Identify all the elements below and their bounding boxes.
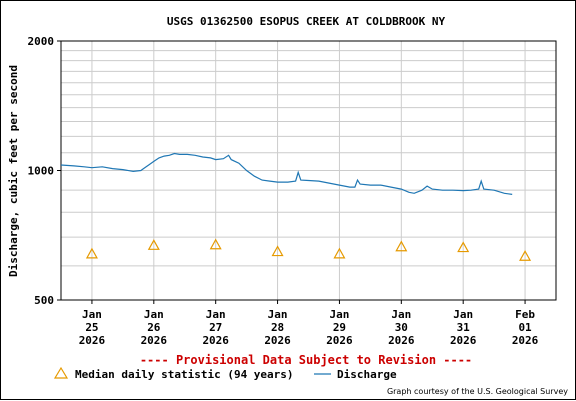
x-tick-label: 2026 <box>202 334 229 347</box>
median-point <box>519 249 532 261</box>
x-tick-label: 2026 <box>388 334 415 347</box>
median-point <box>271 245 284 257</box>
x-tick-label: 26 <box>147 321 161 334</box>
x-tick-label: Jan <box>268 308 288 321</box>
legend: Median daily statistic (94 years) Discha… <box>53 366 397 381</box>
x-tick-label: 2026 <box>79 334 106 347</box>
x-tick-label: Jan <box>330 308 350 321</box>
y-axis-label: Discharge, cubic feet per second <box>7 65 20 277</box>
x-tick-label: Jan <box>453 308 473 321</box>
x-tick-label: 31 <box>457 321 471 334</box>
x-tick-label: 2026 <box>264 334 291 347</box>
x-tick-label: 2026 <box>512 334 539 347</box>
y-tick-label: 500 <box>34 294 54 307</box>
x-tick-label: 01 <box>518 321 532 334</box>
x-tick-label: 25 <box>85 321 98 334</box>
median-point <box>147 239 160 250</box>
median-point <box>85 247 98 259</box>
x-tick-label: 29 <box>333 321 346 334</box>
legend-median-triangle-icon <box>53 366 69 379</box>
y-tick-label: 1000 <box>28 165 55 178</box>
x-tick-label: Jan <box>82 308 102 321</box>
x-axis-ticks: Jan252026Jan262026Jan272026Jan282026Jan2… <box>79 300 539 347</box>
median-point <box>457 241 470 253</box>
discharge-line <box>60 152 513 195</box>
x-tick-label: 27 <box>209 321 222 334</box>
series-layer <box>60 152 532 261</box>
legend-median-label: Median daily statistic (94 years) <box>75 368 294 381</box>
grid <box>61 41 556 300</box>
x-tick-label: Jan <box>144 308 164 321</box>
y-axis-ticks: 500 1000 2000 <box>28 35 61 307</box>
x-tick-label: Jan <box>391 308 411 321</box>
credit-text: Graph courtesy of the U.S. Geological Su… <box>387 387 568 396</box>
x-tick-label: 2026 <box>450 334 477 347</box>
x-tick-label: 2026 <box>141 334 168 347</box>
median-point <box>333 247 346 259</box>
y-tick-label: 2000 <box>28 35 55 48</box>
x-tick-label: 2026 <box>326 334 353 347</box>
provisional-note: ---- Provisional Data Subject to Revisio… <box>140 353 472 367</box>
x-tick-label: Feb <box>515 308 535 321</box>
x-tick-label: 30 <box>395 321 408 334</box>
median-point <box>209 238 222 250</box>
median-point <box>395 240 408 252</box>
chart-title: USGS 01362500 ESOPUS CREEK AT COLDBROOK … <box>167 15 446 28</box>
x-tick-label: Jan <box>206 308 226 321</box>
x-tick-label: 28 <box>271 321 284 334</box>
legend-discharge-label: Discharge <box>337 368 397 381</box>
